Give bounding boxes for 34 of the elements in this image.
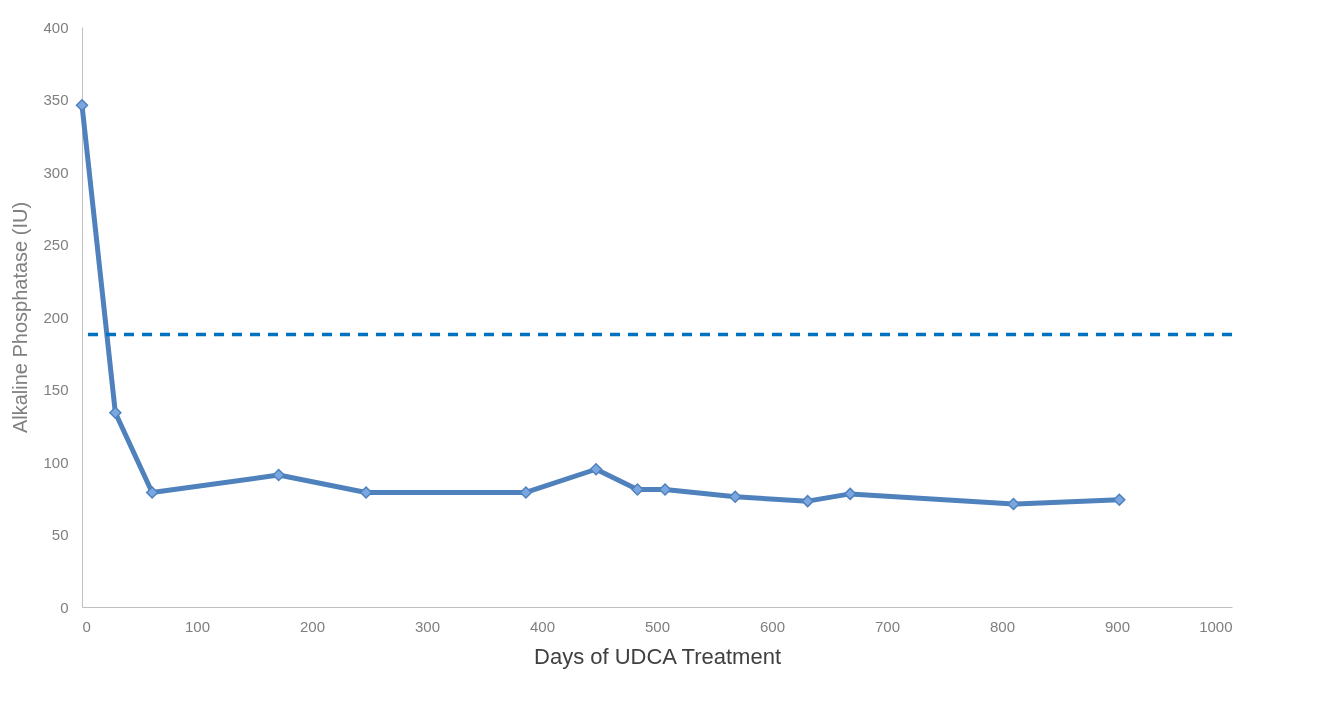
point [519, 486, 533, 499]
point [589, 463, 603, 476]
x-tick-label: 600 [759, 617, 786, 635]
x-tick-label: 0 [82, 617, 91, 635]
point [728, 490, 742, 504]
y-tick-label: 150 [43, 381, 69, 398]
x-tick-label: 500 [644, 617, 671, 635]
x-tick-label: 400 [529, 617, 556, 635]
x-tick-label: 800 [989, 617, 1016, 635]
y-tick-label: 100 [43, 453, 69, 471]
y-tick-label: 350 [43, 91, 69, 108]
y-tick-label: 50 [51, 526, 69, 543]
point [1007, 497, 1020, 511]
x-axis-title: Days of UDCA Treatment [534, 643, 781, 669]
x-tick-label: 200 [299, 617, 326, 635]
y-tick-label: 0 [60, 598, 69, 616]
point [75, 99, 89, 112]
point [145, 486, 159, 499]
x-tick-label: 300 [414, 617, 441, 635]
y-tick-label: 200 [43, 308, 69, 326]
y-tick-label: 250 [43, 236, 69, 253]
point [801, 494, 814, 508]
x-tick-label: 100 [184, 617, 211, 635]
x-tick-label: 900 [1104, 617, 1131, 635]
x-tick-label: 1000 [1199, 617, 1233, 635]
point [1113, 493, 1126, 506]
point [658, 483, 672, 496]
x-tick-label: 700 [874, 617, 901, 635]
point [272, 468, 285, 482]
point [843, 487, 857, 501]
y-axis-title: Alkaline Phosphatase (IU) [9, 201, 32, 434]
y-tick-label: 300 [43, 163, 69, 181]
y-tick-label: 400 [43, 18, 69, 36]
point [359, 486, 373, 499]
